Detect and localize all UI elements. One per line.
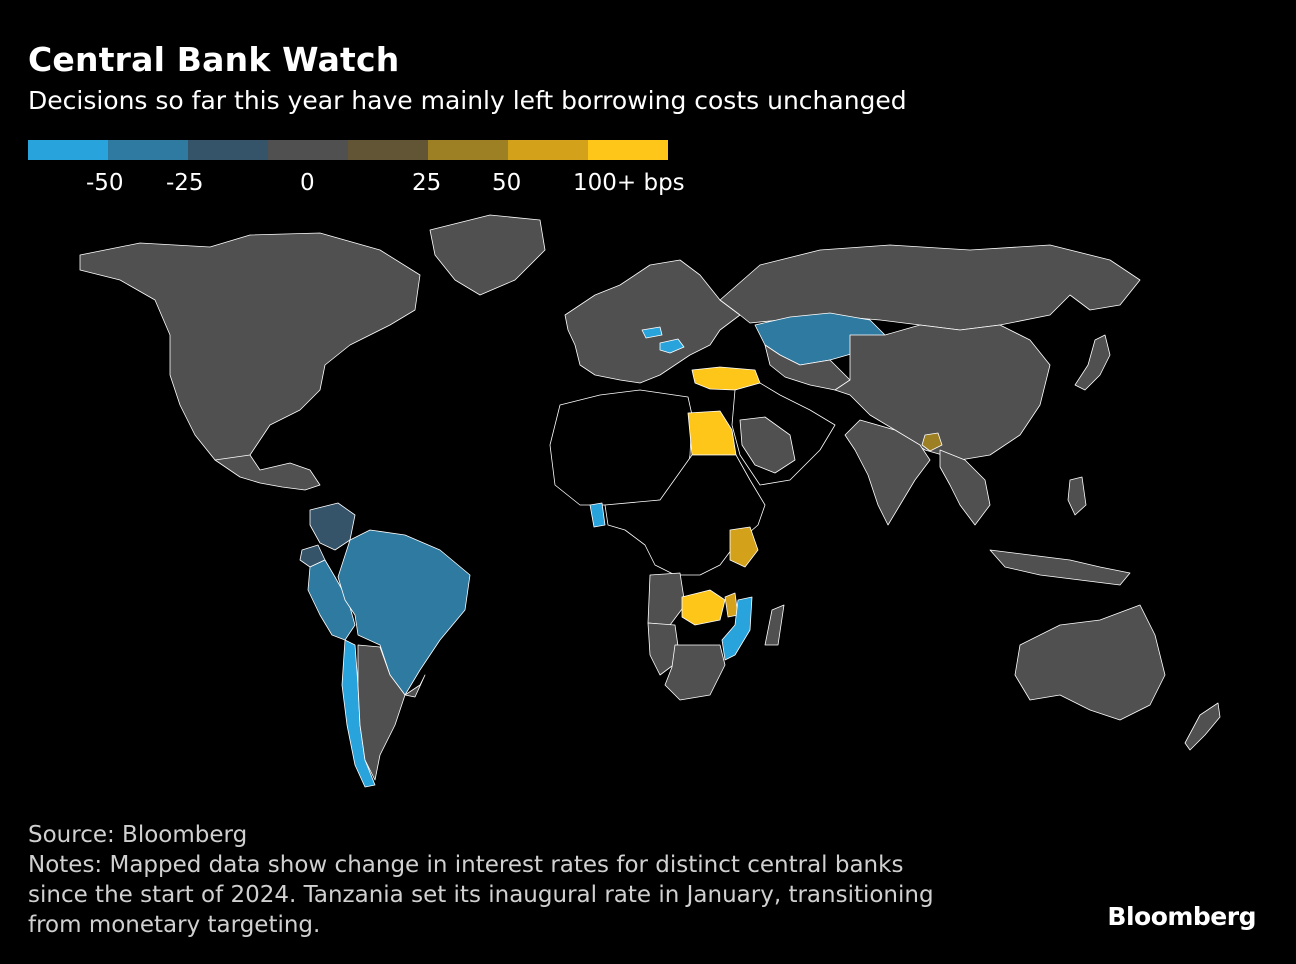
bloomberg-logo: Bloomberg: [1107, 902, 1256, 931]
region-saudi-arabia: [739, 416, 796, 474]
region-chile: [341, 639, 376, 788]
region-madagascar: [764, 604, 785, 646]
region-uruguay: [404, 674, 426, 698]
notes-line-1: Notes: Mapped data show change in intere…: [28, 852, 904, 878]
notes-line-3: from monetary targeting.: [28, 912, 321, 938]
legend-swatch-3: [188, 140, 268, 160]
region-kenya: [729, 526, 759, 568]
region-peru: [307, 559, 356, 641]
region-india: [844, 419, 931, 526]
chart-subtitle: Decisions so far this year have mainly l…: [28, 86, 907, 115]
region-europe: [564, 259, 741, 384]
source-note: Source: Bloomberg: [28, 822, 248, 848]
region-japan: [1074, 334, 1111, 391]
region-egypt: [687, 410, 737, 456]
region-russia: [719, 244, 1141, 331]
chart-title: Central Bank Watch: [28, 40, 400, 79]
legend-label-minus50: -50: [86, 170, 124, 196]
legend-swatch-5: [348, 140, 428, 160]
legend-swatch-2: [108, 140, 188, 160]
region-ghana: [589, 502, 606, 528]
legend-labels: -50 -25 0 25 50 100+ bps: [0, 170, 720, 200]
chart-footer: Source: Bloomberg Notes: Mapped data sho…: [28, 820, 934, 940]
region-china: [834, 324, 1051, 461]
region-central-africa: [604, 454, 766, 576]
legend-label-25: 25: [412, 170, 442, 196]
region-greenland: [429, 214, 546, 296]
region-colombia: [309, 502, 356, 551]
region-argentina: [357, 644, 406, 781]
region-new-zealand: [1184, 702, 1221, 751]
legend-label-50: 50: [492, 170, 522, 196]
legend-swatch-6: [428, 140, 508, 160]
world-map: [79, 214, 1221, 788]
region-philippines: [1067, 476, 1087, 516]
legend-label-minus25: -25: [166, 170, 204, 196]
region-bangladesh: [921, 432, 943, 452]
legend-swatch-1: [28, 140, 108, 160]
region-brazil: [337, 529, 471, 696]
region-north-america: [79, 232, 421, 471]
region-hungary: [659, 338, 685, 354]
region-angola: [647, 572, 686, 626]
legend-swatch-7: [508, 140, 588, 160]
region-zambia: [681, 589, 726, 626]
legend-color-scale: [28, 140, 668, 160]
region-namibia: [647, 622, 681, 676]
region-australia: [1014, 604, 1166, 721]
legend-swatch-8: [588, 140, 668, 160]
notes-line-2: since the start of 2024. Tanzania set it…: [28, 882, 934, 908]
region-mexico: [214, 454, 321, 491]
legend-label-zero: 0: [300, 170, 315, 196]
region-indonesia: [989, 549, 1131, 586]
legend-swatch-4: [268, 140, 348, 160]
region-czech-republic: [641, 326, 663, 339]
region-southern-africa: [664, 644, 726, 701]
region-southeast-asia: [939, 449, 991, 526]
region-mozambique: [721, 596, 753, 661]
legend-label-100-plus: 100+ bps: [573, 170, 685, 196]
